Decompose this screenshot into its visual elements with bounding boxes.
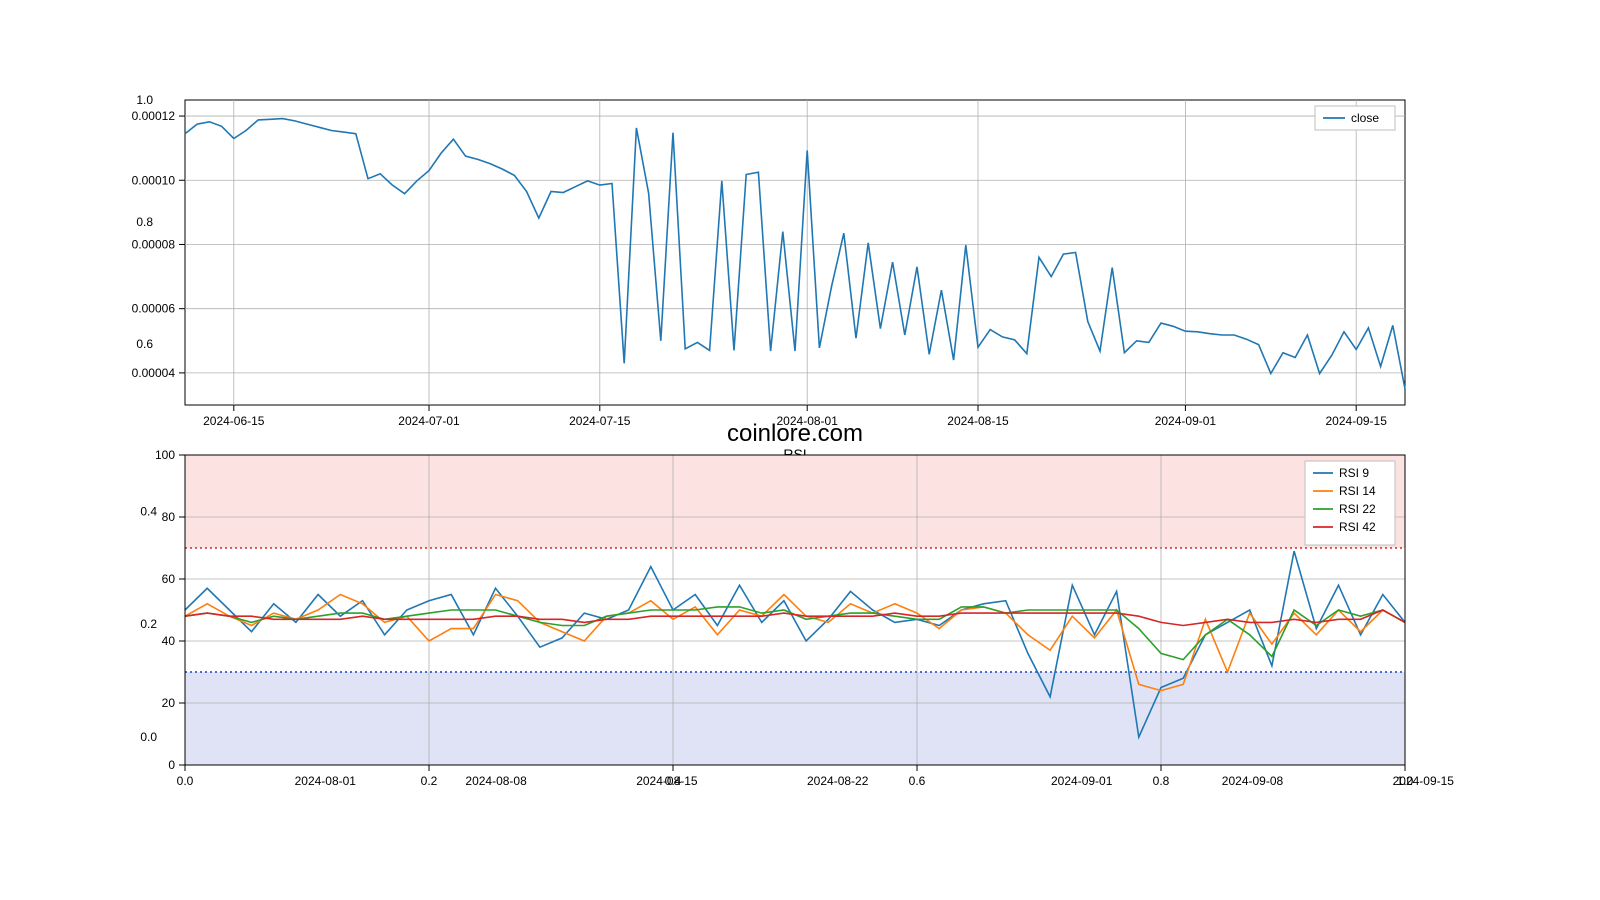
rsi-x-frac-tick: 0.0 [177,774,194,788]
rsi-y-right-tick: 0.2 [140,617,157,631]
rsi-oversold-zone [185,672,1405,765]
rsi-x-date-tick: 2024-08-01 [295,774,357,788]
top-y-right-tick: 0.8 [136,215,153,229]
rsi-x-date-tick: 2024-09-08 [1222,774,1284,788]
rsi-x-frac-tick: 0.8 [1153,774,1170,788]
rsi-y-right-tick: 0.0 [140,730,157,744]
rsi-y-right-tick: 0.4 [140,504,157,518]
rsi-x-date-tick: 2024-08-22 [807,774,869,788]
chart-stage: 0.00004 0.00006 0.00008 0.00010 0.00012 0.6 0.… [0,0,1600,900]
rsi-x-date-tick: 2024-08-15 [636,774,698,788]
rsi-legend-label: RSI 9 [1339,466,1369,480]
rsi-x-date-tick: 2024-08-08 [465,774,527,788]
top-y-right-tick: 0.6 [136,337,153,351]
top-y-left-tick: 0.00008 [132,237,176,251]
top-y-left-tick: 0.00006 [132,302,176,316]
rsi-y-left-tick: 100 [155,448,175,462]
rsi-y-left-tick: 0 [168,758,175,772]
top-x-tick: 2024-08-15 [947,414,1009,428]
top-plot-area [185,100,1405,405]
top-legend-label: close [1351,111,1379,125]
rsi-y-left-tick: 20 [162,696,176,710]
top-y-right-tick: 1.0 [136,93,153,107]
top-x-tick: 2024-06-15 [203,414,265,428]
top-x-tick: 2024-07-01 [398,414,460,428]
top-y-left-tick: 0.00012 [132,109,176,123]
rsi-legend-label: RSI 22 [1339,502,1376,516]
top-x-tick: 2024-09-15 [1326,414,1388,428]
top-x-tick: 2024-09-01 [1155,414,1217,428]
rsi-legend-label: RSI 42 [1339,520,1376,534]
top-x-tick: 2024-07-15 [569,414,631,428]
rsi-y-left-tick: 40 [162,634,176,648]
top-y-left-tick: 0.00004 [132,366,176,380]
rsi-x-frac-tick: 0.2 [421,774,438,788]
top-y-left-tick: 0.00010 [132,173,176,187]
rsi-x-date-tick: 2024-09-01 [1051,774,1113,788]
chart-svg: 0.00004 0.00006 0.00008 0.00010 0.00012 0.6 0.… [0,0,1600,900]
watermark-text: coinlore.com [727,420,863,447]
rsi-x-date-tick: 2024-09-15 [1393,774,1455,788]
rsi-legend-label: RSI 14 [1339,484,1376,498]
rsi-x-frac-tick: 0.6 [909,774,926,788]
rsi-y-left-tick: 80 [162,510,176,524]
rsi-overbought-zone [185,455,1405,548]
rsi-y-left-tick: 60 [162,572,176,586]
